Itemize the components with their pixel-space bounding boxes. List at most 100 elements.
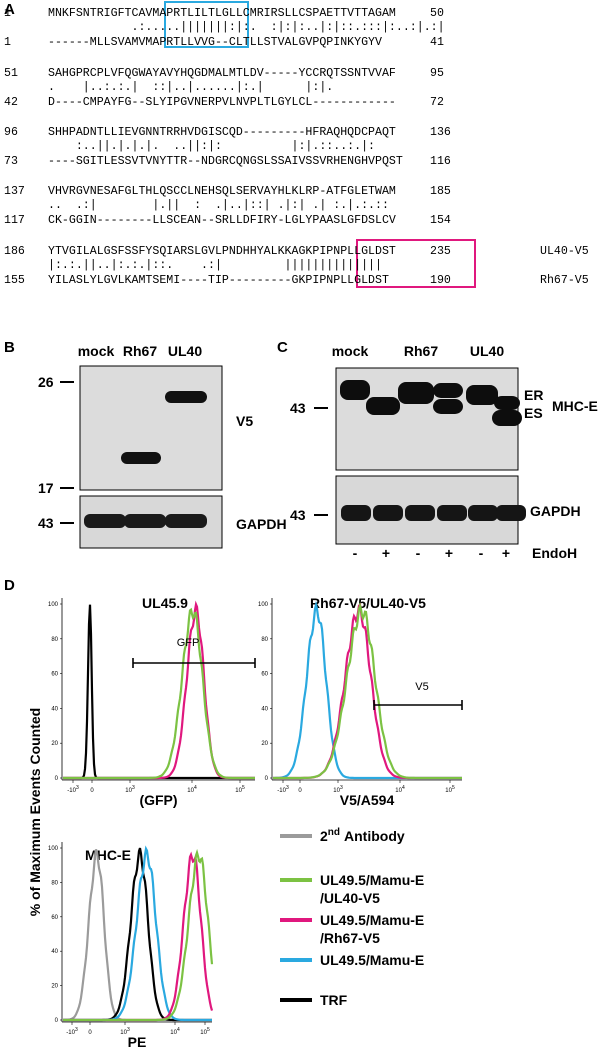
band [340,380,370,400]
sequence: YTVGILALGSFSSFYSQIARSLGVLPNDHHYALKKAGKPI… [48,245,396,258]
seq-end: 185 [430,185,451,198]
plot-title: MHC-E [85,847,131,863]
legend-text: UL49.5/Mamu-E [320,912,424,928]
y-tick-label: 80 [51,880,58,886]
band [124,514,166,528]
band [121,452,161,464]
x-tick-label: -103 [277,785,289,794]
seq-start: 1 [4,36,11,49]
gate-label: GFP [177,637,200,649]
y-tick-label: 60 [51,915,58,921]
tick-exp: 4 [402,785,405,791]
legend-text: Antibody [344,828,405,844]
x-axis-label: V5/A594 [340,792,395,808]
legend-text: UL49.5/Mamu-E [320,872,424,888]
x-tick-label: -103 [67,785,79,794]
tick-exp: 3 [340,785,343,791]
legend-label: UL49.5/Mamu-E [320,872,424,888]
match-line: . |..:.:.| ::|..|......|:.| |:|. [48,81,333,94]
seq-end: 95 [430,67,444,80]
x-tick-label: 103 [120,1027,130,1036]
x-tick-label: 104 [187,785,197,794]
seq-start: 117 [4,214,25,227]
sequence: YILASLYLGVLKAMTSEMI----TIP---------GKPIP… [48,274,389,287]
tick-base: -10 [67,788,76,794]
x-tick-label: 0 [88,1030,92,1036]
histogram-curve [273,601,462,780]
histogram-curve [63,848,214,1022]
tick-exp: 4 [177,1027,180,1033]
band [84,514,126,528]
band [466,385,498,405]
legend-text: TRF [320,992,348,1008]
tick-exp: 5 [452,785,455,791]
sequence: ------MLLSVAMVMAPRTLLVVG--CLTLLSTVALGVPQ… [48,36,382,49]
treatment: + [382,545,390,561]
sequence: VHVRGVNESAFGLTHLQSCCLNEHSQLSERVAYHLKLRP-… [48,185,396,198]
seq-end: 154 [430,214,451,227]
seq-start: 42 [4,96,18,109]
legend-label: /UL40-V5 [320,890,380,906]
histogram-curve [63,851,214,1022]
marker: 17 [38,480,54,496]
legend-label: TRF [320,992,348,1008]
x-tick-label: 104 [170,1027,180,1036]
treatment: + [445,545,453,561]
seq-tag: Rh67-V5 [540,274,589,287]
plot-title: UL45.9 [142,595,188,611]
histogram-curve [63,845,212,1022]
conserved-box [164,1,249,48]
y-tick-label: 0 [55,776,59,782]
seq-start: 186 [4,245,25,258]
tick-base: 10 [187,788,194,794]
panel-label: B [4,339,15,356]
sequence: SAHGPRCPLVFQGWAYAVYHQGDMALMTLDV-----YCCR… [48,67,396,80]
seq-end: 72 [430,96,444,109]
y-tick-label: 20 [51,984,58,990]
seq-end: 116 [430,155,451,168]
plot-title: Rh67-V5/UL40-V5 [310,595,426,611]
treatment: - [416,545,421,561]
lane-label: Rh67 [123,343,157,359]
y-tick-label: 80 [51,637,58,643]
gate-label: V5 [415,681,428,693]
band [494,396,520,410]
legend-text: /UL40-V5 [320,890,380,906]
y-tick-label: 60 [261,672,268,678]
blot-label: MHC-E [552,398,598,414]
y-tick-label: 0 [55,1018,59,1024]
y-tick-label: 20 [51,741,58,747]
tick-base: 10 [170,1030,177,1036]
band [433,399,463,414]
band [492,410,522,426]
tick-base: 10 [120,1030,127,1036]
band [165,514,207,528]
tick-base: 10 [200,1030,207,1036]
tick-base: 0 [88,1030,92,1036]
seq-start: 96 [4,126,18,139]
marker: 43 [290,507,306,523]
tag-box [356,239,476,288]
legend-label: UL49.5/Mamu-E [320,952,424,968]
band [468,505,498,521]
x-tick-label: 103 [333,785,343,794]
treatment-label: EndoH [532,545,577,561]
lane-label: mock [78,343,115,359]
match-line: .:.....|||||||:|:. :|:|:..|:|::.:::|:..:… [48,21,445,34]
tick-exp: 3 [286,785,289,791]
tick-exp: 5 [207,1027,210,1033]
y-tick-label: 60 [51,672,58,678]
tick-exp: 3 [127,1027,130,1033]
seq-end: 190 [430,274,451,287]
marker: 43 [38,515,54,531]
seq-start: 51 [4,67,18,80]
y-tick-label: 0 [265,776,269,782]
y-tick-label: 40 [51,706,58,712]
y-tick-label: 40 [51,949,58,955]
sequence: D----CMPAYFG--SLYIPGVNERPVLNVPLTLGYLCL--… [48,96,396,109]
legend-text: /Rh67-V5 [320,930,380,946]
band [437,505,467,521]
lane-label: UL40 [470,343,504,359]
seq-tag: UL40-V5 [540,245,589,258]
